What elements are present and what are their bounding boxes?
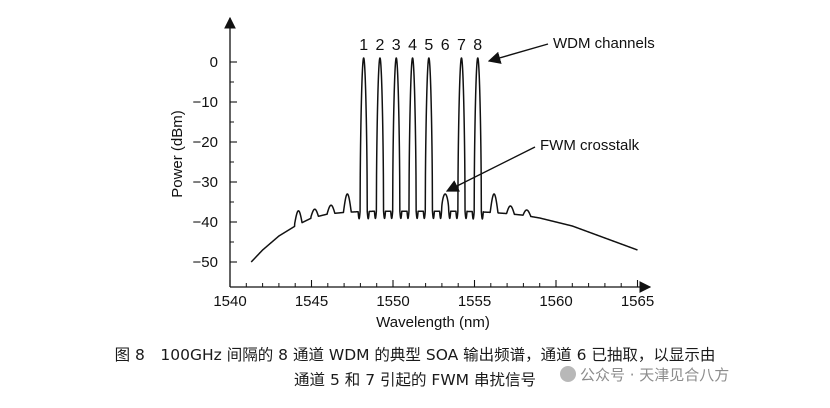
wechat-icon [560, 366, 576, 382]
channel-label: 1 [359, 37, 368, 54]
annotation-wdm-channels: WDM channels [553, 35, 655, 52]
figure-caption-line-2: 通道 5 和 7 引起的 FWM 串扰信号 [294, 371, 536, 389]
x-tick-label: 1540 [213, 293, 246, 310]
y-tick-label: −40 [193, 214, 218, 231]
y-tick-label: −10 [193, 94, 218, 111]
plot-area [250, 57, 639, 263]
figure-caption-line-1: 图 8 100GHz 间隔的 8 通道 WDM 的典型 SOA 输出频谱，通道 … [114, 346, 716, 364]
x-tick-label: 1555 [458, 293, 491, 310]
annotation-fwm-arrow [445, 146, 536, 192]
x-tick-label: 1560 [539, 293, 572, 310]
y-tick-label: −20 [193, 134, 218, 151]
channel-label: 5 [424, 37, 433, 54]
y-tick-label: −30 [193, 174, 218, 191]
annotation-wdm-arrow [487, 43, 549, 64]
x-tick-label: 1565 [621, 293, 654, 310]
channel-label: 2 [376, 37, 385, 54]
spectrum-line [250, 57, 639, 263]
spectrum-chart: 0 −10 −20 −30 −40 −50 1540 1545 1550 1555 1560 1565… [169, 16, 655, 331]
channel-label: 6 [441, 37, 450, 54]
watermark-text: 公众号 · 天津见合八方 [580, 366, 730, 384]
channel-label: 4 [408, 37, 417, 54]
watermark: 公众号 · 天津见合八方 [560, 364, 729, 385]
channel-label: 7 [457, 37, 466, 54]
y-axis-label: Power (dBm) [169, 110, 186, 198]
ticks: 0 −10 −20 −30 −40 −50 1540 1545 1550 1555 1560 1565 [193, 54, 655, 310]
channel-label: 3 [392, 37, 401, 54]
x-tick-label: 1545 [295, 293, 328, 310]
x-tick-label: 1550 [376, 293, 409, 310]
x-axis-label: Wavelength (nm) [376, 314, 490, 331]
y-tick-label: −50 [193, 254, 218, 271]
y-tick-label: 0 [210, 54, 218, 71]
channel-label: 8 [473, 37, 482, 54]
annotation-fwm-crosstalk: FWM crosstalk [540, 137, 640, 154]
